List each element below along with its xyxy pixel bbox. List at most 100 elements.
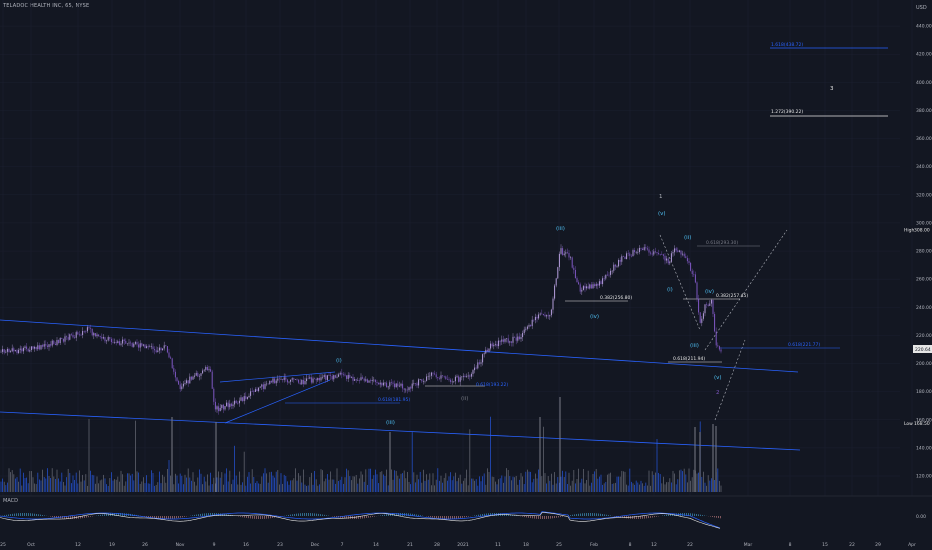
macd-hist-bar: [592, 513, 593, 516]
volume-bar: [123, 485, 125, 492]
macd-hist-bar: [446, 516, 447, 519]
candle-body: [653, 251, 655, 255]
candle-body: [437, 377, 439, 378]
candle-body: [618, 259, 620, 267]
volume-bar: [634, 484, 635, 492]
volume-bar: [519, 479, 520, 492]
candle-body: [274, 378, 276, 384]
volume-bar: [112, 480, 114, 492]
volume-bar: [319, 484, 320, 492]
volume-bar: [88, 418, 90, 492]
time-tick-label: 29: [875, 542, 881, 548]
candle-body: [11, 348, 13, 352]
macd-hist-bar: [550, 516, 551, 519]
candle-body: [342, 374, 344, 376]
candle-body: [3, 349, 5, 353]
volume-bar: [320, 469, 322, 492]
volume-bar: [48, 476, 50, 492]
candle-body: [277, 378, 279, 381]
candle-body: [123, 339, 125, 341]
candle-body: [608, 274, 610, 276]
volume-bar: [450, 472, 451, 492]
projection-line-down[interactable]: [659, 234, 701, 331]
time-tick-label: 23: [277, 542, 283, 548]
volume-bar: [560, 476, 562, 492]
candle-body: [672, 252, 674, 254]
candle-body: [357, 380, 359, 381]
macd-hist-bar: [326, 515, 327, 516]
time-tick-label: 14: [373, 542, 379, 548]
candle-body: [134, 342, 136, 344]
volume-bar: [400, 473, 402, 492]
volume-bar: [261, 476, 263, 492]
candle-body: [458, 376, 460, 382]
volume-bar: [119, 481, 120, 492]
candle-body: [80, 334, 82, 336]
macd-hist-bar: [286, 515, 287, 516]
volume-bar: [72, 475, 74, 492]
macd-hist-bar: [594, 513, 595, 516]
macd-hist-bar: [172, 516, 173, 519]
candle-body: [280, 379, 282, 380]
candle-body: [714, 313, 716, 332]
candle-body: [302, 379, 304, 385]
price-tick-label: 460.00: [916, 0, 932, 1]
macd-hist-bar: [290, 514, 291, 516]
macd-hist-bar: [584, 513, 585, 516]
volume-bar: [573, 470, 575, 492]
volume-bar: [632, 483, 634, 492]
candle-body: [200, 373, 202, 376]
macd-hist-bar: [40, 514, 41, 516]
candle-body: [626, 253, 628, 260]
volume-bar: [213, 477, 215, 492]
volume-bar: [247, 476, 248, 492]
candle-body: [570, 257, 572, 259]
fib-label-1618: 1.618(438.72): [771, 42, 803, 48]
wedge-lower-line[interactable]: [224, 379, 331, 424]
candle-body: [325, 375, 327, 380]
candle-body: [374, 379, 376, 383]
macd-hist-bar: [588, 513, 589, 516]
candle-body: [541, 313, 543, 315]
macd-hist-bar: [210, 513, 211, 516]
macd-hist-bar: [58, 516, 59, 518]
volume-bar: [485, 484, 487, 492]
candle-body: [250, 391, 252, 396]
candle-body: [91, 328, 93, 336]
channel-upper-line[interactable]: [0, 319, 799, 373]
volume-bar: [445, 473, 447, 492]
macd-hist-bar: [146, 516, 147, 517]
candle-body: [462, 375, 464, 377]
macd-hist-bar: [552, 516, 553, 519]
time-tick-label: 8: [789, 542, 792, 548]
macd-hist-bar: [138, 515, 139, 516]
volume-bar: [191, 480, 192, 492]
volume-bar: [551, 473, 552, 492]
volume-bar: [547, 476, 549, 492]
price-candles[interactable]: [0, 244, 722, 415]
volume-bar: [186, 477, 187, 492]
wave-label-v-top: (v): [658, 211, 666, 217]
volume-bar: [467, 485, 469, 492]
macd-hist-bar: [42, 514, 43, 516]
macd-hist-bar: [468, 516, 469, 517]
macd-hist-bar: [416, 514, 417, 516]
channel-lower-line[interactable]: [0, 411, 801, 451]
volume-bar: [163, 476, 165, 492]
volume-bar: [474, 480, 475, 492]
candle-body: [509, 341, 511, 343]
macd-hist-bar: [408, 513, 409, 516]
macd-hist-bar: [206, 513, 207, 516]
candle-body: [163, 345, 165, 349]
macd-hist-bar: [414, 514, 415, 516]
macd-hist-bar: [256, 516, 257, 519]
macd-hist-bar: [370, 516, 371, 518]
volume-bar: [207, 474, 208, 492]
volume-bar: [535, 473, 536, 492]
wedge-upper-line[interactable]: [219, 371, 336, 383]
macd-hist-bar: [82, 516, 83, 519]
macd-hist-bar: [108, 513, 109, 516]
projection-line-up[interactable]: [704, 229, 788, 351]
volume-bar: [461, 483, 463, 492]
